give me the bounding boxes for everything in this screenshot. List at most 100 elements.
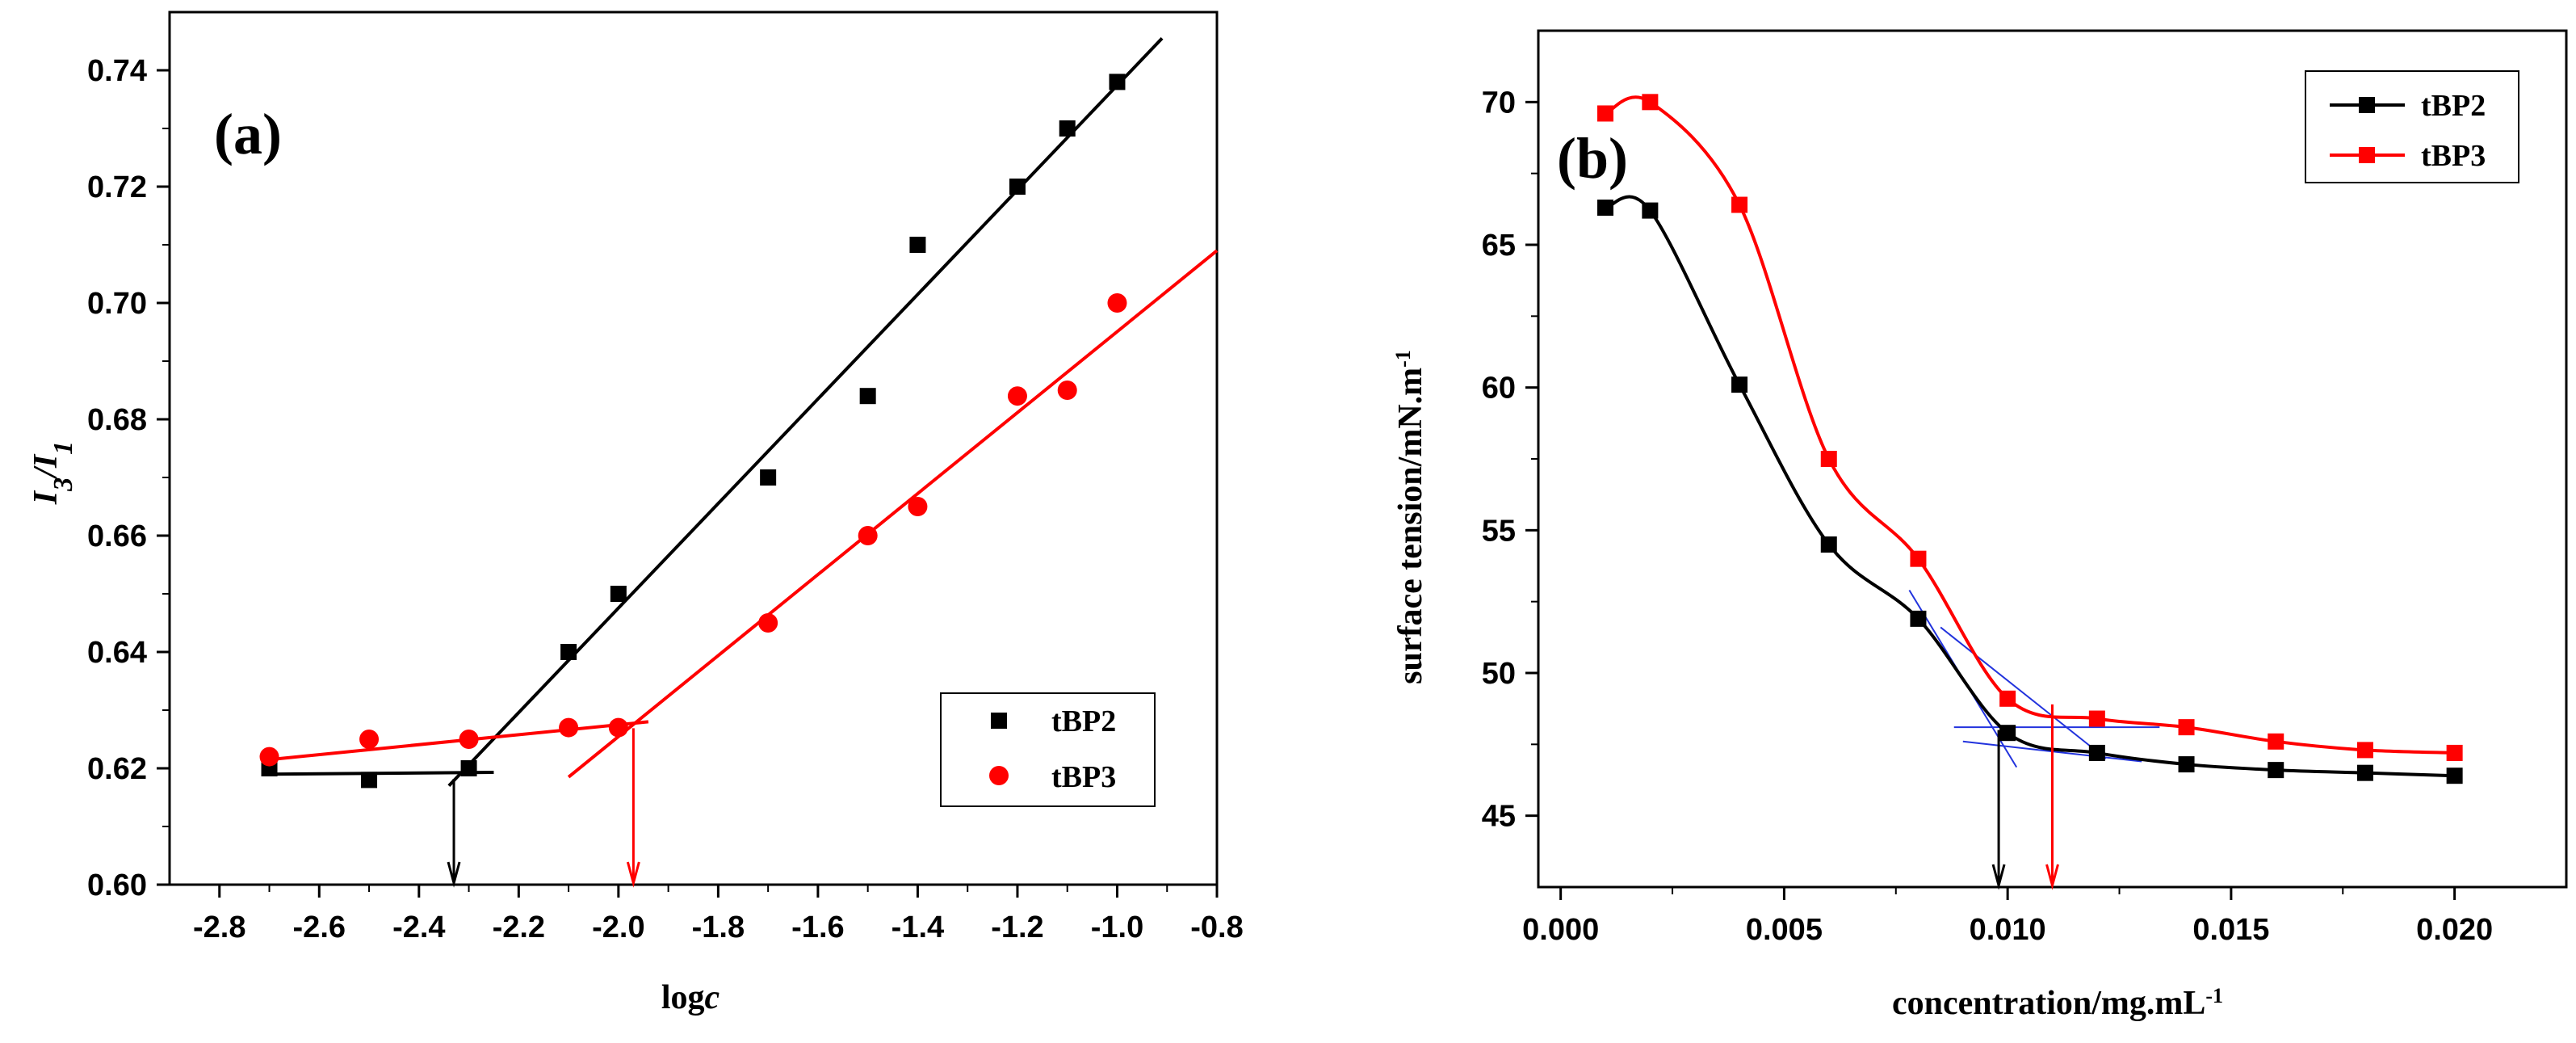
panel-a-y-tick-label: 0.60 — [87, 868, 147, 902]
point-b-tbp3 — [2088, 710, 2105, 727]
panel-a-y-tick-label: 0.74 — [87, 54, 147, 88]
panel-a-x-tick-label: -1.6 — [791, 911, 844, 944]
legend-marker-tbp3 — [989, 766, 1009, 785]
point-tbp3 — [608, 717, 628, 738]
panel-b-y-tick-label: 45 — [1482, 800, 1516, 834]
panel-a-label: (a) — [214, 102, 282, 166]
legend-marker-tbp2 — [991, 713, 1007, 729]
panel-a-y-tick-label: 0.70 — [87, 287, 147, 321]
panel-b-x-tick-label: 0.000 — [1522, 913, 1599, 947]
panel-b-y-tick-label: 70 — [1482, 86, 1516, 120]
panel-b-y-tick-label: 60 — [1482, 372, 1516, 406]
panel-b-x-tick-label: 0.020 — [2416, 913, 2493, 947]
panel-b-label: (b) — [1557, 126, 1628, 191]
point-tbp2 — [1109, 74, 1126, 90]
panel-a-x-tick-label: -0.8 — [1190, 911, 1243, 944]
panel-a-y-tick-label: 0.64 — [87, 636, 147, 670]
cmc-arrow-b-tbp2-head — [1991, 864, 2006, 890]
panel-a-x-axis-title: logc — [661, 979, 720, 1016]
curve-tbp3 — [1605, 95, 2455, 755]
panel-b-x-tick-label: 0.015 — [2192, 913, 2269, 947]
panel-b-x-axis-title: concentration/mg.mL-1 — [1892, 984, 2223, 1023]
point-b-tbp3 — [2356, 742, 2373, 759]
point-b-tbp2 — [1820, 536, 1837, 553]
panel-a-x-tick-label: -2.0 — [592, 911, 644, 944]
panel-a-x-tick-label: -2.4 — [392, 911, 445, 944]
panel-b-x-tick-label: 0.005 — [1746, 913, 1823, 947]
point-b-tbp2 — [1731, 376, 1748, 393]
point-b-tbp2 — [1910, 610, 1927, 627]
point-tbp2 — [859, 388, 876, 405]
legend-label-b-tbp2: tBP2 — [2421, 89, 2486, 123]
tangent-line — [1940, 626, 2107, 759]
panel-b-legend-box — [2305, 70, 2519, 183]
panel-b-x-tick-label: 0.010 — [1970, 913, 2046, 947]
point-tbp3 — [1007, 386, 1027, 406]
point-b-tbp3 — [1820, 451, 1837, 467]
point-tbp3 — [259, 747, 279, 767]
panel-a-frame — [168, 11, 1219, 886]
point-tbp3 — [1107, 293, 1127, 313]
panel-a-x-tick-label: -1.8 — [692, 911, 745, 944]
point-tbp2 — [1009, 179, 1026, 195]
panel-a-x-tick-label: -1.0 — [1091, 911, 1143, 944]
panel-a-legend-box — [940, 692, 1156, 807]
point-b-tbp3 — [2446, 744, 2463, 761]
legend-label-b-tbp3: tBP3 — [2421, 139, 2486, 173]
panel-b-y-tick-label: 50 — [1482, 657, 1516, 691]
cmc-arrow-b-tbp3-head — [2045, 864, 2059, 890]
fit-line-tbp2 — [447, 37, 1164, 787]
panel-a-x-tick-label: -1.2 — [991, 911, 1043, 944]
point-tbp2 — [1059, 120, 1076, 137]
point-tbp3 — [908, 497, 928, 516]
point-b-tbp3 — [1642, 94, 1659, 111]
point-b-tbp3 — [2268, 733, 2284, 750]
point-tbp2 — [460, 760, 477, 776]
cmc-arrow-tbp2-head — [447, 861, 461, 888]
fit-line-tbp3 — [269, 720, 649, 762]
panel-b-y-tick-label: 65 — [1482, 229, 1516, 263]
panel-a-x-tick-label: -1.4 — [892, 911, 944, 944]
panel-b-plot-area: 0.000 0.005 0.010 0.015 0.020 45 50 55 60 65 70 — [1482, 29, 2568, 947]
panel-a-y-tick-label: 0.62 — [87, 752, 147, 786]
panel-a-x-tick-label: -2.2 — [493, 911, 545, 944]
point-tbp3 — [1057, 381, 1077, 400]
point-tbp3 — [758, 613, 778, 633]
point-tbp2 — [760, 469, 777, 486]
point-tbp3 — [858, 526, 878, 545]
point-tbp2 — [560, 644, 577, 660]
legend-label-tbp2: tBP2 — [1051, 704, 1116, 738]
panel-a: -2.8 -2.6 -2.4 -2.2 -2.0 -1.8 -1.6 -1.4 -1.2 -1.0… — [27, 11, 1244, 1016]
fit-line-tbp3 — [567, 249, 1219, 779]
legend-marker-b-tbp3 — [2359, 147, 2375, 163]
panel-a-plot-area: -2.8 -2.6 -2.4 -2.2 -2.0 -1.8 -1.6 -1.4 -1.2 -1.0… — [87, 11, 1244, 944]
legend-label-tbp3: tBP3 — [1051, 760, 1116, 794]
panel-b: 0.000 0.005 0.010 0.015 0.020 45 50 55 60 65 70 (b… — [1391, 29, 2568, 1023]
panel-b-legend: tBP2 tBP3 — [2305, 70, 2519, 183]
point-b-tbp2 — [1999, 725, 2016, 742]
cmc-arrow-tbp3-head — [626, 861, 640, 888]
point-b-tbp3 — [1999, 690, 2016, 707]
point-b-tbp2 — [2446, 768, 2463, 784]
point-tbp2 — [610, 586, 627, 602]
panel-a-legend: tBP2 tBP3 — [940, 692, 1156, 807]
point-tbp3 — [459, 730, 479, 749]
point-b-tbp2 — [2178, 756, 2195, 773]
panel-a-x-tick-label: -2.6 — [293, 911, 346, 944]
panel-b-y-axis-title: surface tension/mN.m-1 — [1391, 350, 1430, 684]
point-tbp2 — [361, 772, 378, 789]
panel-a-y-axis-title: I3/I1 — [27, 441, 78, 505]
point-b-tbp3 — [2178, 719, 2195, 736]
legend-marker-b-tbp2 — [2359, 97, 2375, 113]
panel-a-x-tick-label: -2.8 — [193, 911, 245, 944]
point-b-tbp3 — [1731, 196, 1748, 213]
point-b-tbp2 — [2268, 762, 2284, 779]
point-b-tbp3 — [1910, 550, 1927, 567]
point-b-tbp2 — [2088, 744, 2105, 761]
panel-a-y-tick-label: 0.68 — [87, 403, 147, 437]
point-b-tbp3 — [1597, 105, 1614, 122]
panel-b-y-tick-label: 55 — [1482, 514, 1516, 548]
point-tbp3 — [559, 717, 579, 738]
panel-a-y-tick-label: 0.66 — [87, 519, 147, 553]
